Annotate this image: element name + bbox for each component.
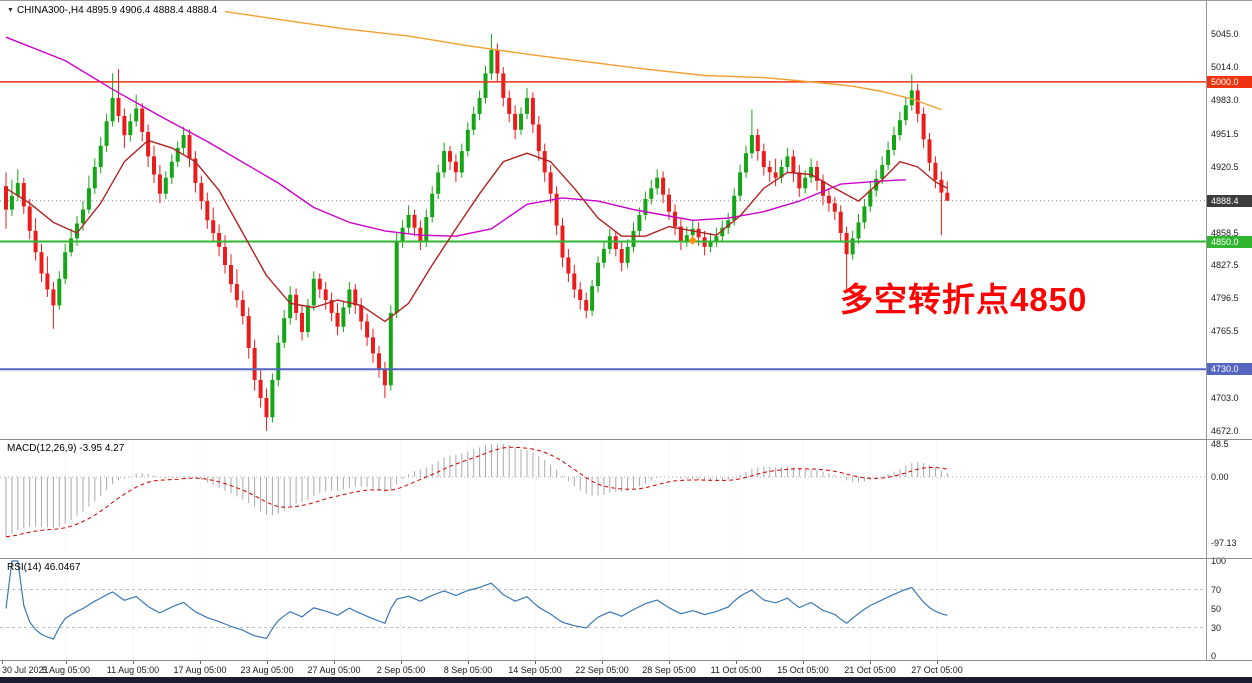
- price-axis-label: 4920.5: [1211, 161, 1239, 172]
- rsi-axis-label: 30: [1211, 622, 1222, 633]
- time-axis-tick: [200, 661, 201, 664]
- time-axis-label: 30 Jul 2021: [2, 665, 49, 675]
- macd-axis-label: 48.5: [1211, 439, 1229, 450]
- rsi-indicator-label: RSI(14) 46.0467: [7, 562, 81, 573]
- chart-header: ▼ CHINA300-,H4 4895.9 4906.4 4888.4 4888.…: [7, 5, 217, 16]
- price-axis-badge: 5000.0: [1207, 75, 1252, 88]
- price-axis-badge: 4730.0: [1207, 363, 1252, 376]
- panel-divider-timeaxis: [0, 660, 1252, 661]
- ohlc-values-label: 4895.9 4906.4 4888.4 4888.4: [86, 5, 218, 16]
- price-axis-label: 5045.0: [1211, 29, 1239, 39]
- rsi-axis-label: 70: [1211, 584, 1222, 595]
- time-axis-label: 8 Sep 05:00: [443, 665, 493, 675]
- price-axis-label: 4672.0: [1211, 426, 1239, 436]
- time-axis-label: 17 Aug 05:00: [173, 665, 227, 675]
- symbol-timeframe-label: CHINA300-,H4: [16, 5, 84, 16]
- time-axis-tick: [401, 661, 402, 664]
- price-axis-badge: 4850.0: [1207, 235, 1252, 248]
- price-axis[interactable]: 5045.0 5014.0 4983.0 4951.5 4920.5 4858.5 4827…: [1206, 1, 1252, 661]
- macd-svg[interactable]: [0, 440, 1206, 558]
- price-axis-label: 4796.5: [1211, 293, 1239, 304]
- rsi-axis-label: 0: [1211, 651, 1217, 661]
- price-axis-label: 5014.0: [1211, 61, 1239, 72]
- price-axis-label: 4703.0: [1211, 393, 1239, 403]
- time-axis-tick: [803, 661, 804, 664]
- price-axis-label: 4858.5: [1211, 227, 1239, 238]
- time-axis-label: 22 Sep 05:00: [575, 665, 629, 675]
- time-axis[interactable]: 30 Jul 2021 5 Aug 05:00 11 Aug 05:00 17 Aug…: [0, 661, 1206, 677]
- price-axis-label: 4765.5: [1211, 326, 1239, 337]
- chart-expand-icon[interactable]: ▼: [7, 7, 14, 14]
- taskbar-edge-strip: [0, 677, 1252, 683]
- price-axis-label: 4951.5: [1211, 128, 1239, 139]
- time-axis-label: 23 Aug 05:00: [240, 665, 294, 675]
- time-axis-label: 27 Oct 05:00: [911, 665, 963, 675]
- time-axis-tick: [468, 661, 469, 664]
- time-axis-tick: [267, 661, 268, 664]
- price-axis-label: 4827.5: [1211, 260, 1239, 271]
- time-axis-tick: [736, 661, 737, 664]
- time-axis-tick: [602, 661, 603, 664]
- time-axis-tick: [669, 661, 670, 664]
- time-axis-tick: [2, 661, 3, 664]
- time-axis-label: 14 Sep 05:00: [508, 665, 562, 675]
- macd-axis-label: -97.13: [1211, 538, 1237, 549]
- time-axis-label: 11 Oct 05:00: [710, 665, 762, 675]
- time-axis-label: 27 Aug 05:00: [307, 665, 361, 675]
- time-axis-label: 28 Sep 05:00: [642, 665, 696, 675]
- rsi-svg[interactable]: [0, 559, 1206, 660]
- panel-divider-rsi[interactable]: [0, 558, 1252, 559]
- time-axis-label: 21 Oct 05:00: [844, 665, 896, 675]
- time-axis-label: 5 Aug 05:00: [41, 665, 91, 675]
- panel-divider-macd[interactable]: [0, 439, 1252, 440]
- macd-axis-label: 0.00: [1211, 472, 1229, 482]
- time-axis-tick: [870, 661, 871, 664]
- chart-text-annotation[interactable]: 多空转折点4850: [840, 281, 1088, 318]
- time-axis-label: 15 Oct 05:00: [777, 665, 829, 675]
- rsi-axis-label: 100: [1211, 556, 1227, 566]
- time-axis-tick: [535, 661, 536, 664]
- time-axis-tick: [66, 661, 67, 664]
- macd-indicator-label: MACD(12,26,9) -3.95 4.27: [7, 443, 125, 454]
- price-axis-label: 4983.0: [1211, 94, 1239, 105]
- time-axis-tick: [133, 661, 134, 664]
- rsi-axis-label: 50: [1211, 603, 1222, 614]
- time-axis-label: 2 Sep 05:00: [376, 665, 426, 675]
- time-axis-tick: [937, 661, 938, 664]
- time-axis-label: 11 Aug 05:00: [106, 665, 160, 675]
- price-axis-badge: 4888.4: [1207, 194, 1252, 207]
- main-chart-svg[interactable]: [0, 1, 1206, 439]
- time-axis-tick: [334, 661, 335, 664]
